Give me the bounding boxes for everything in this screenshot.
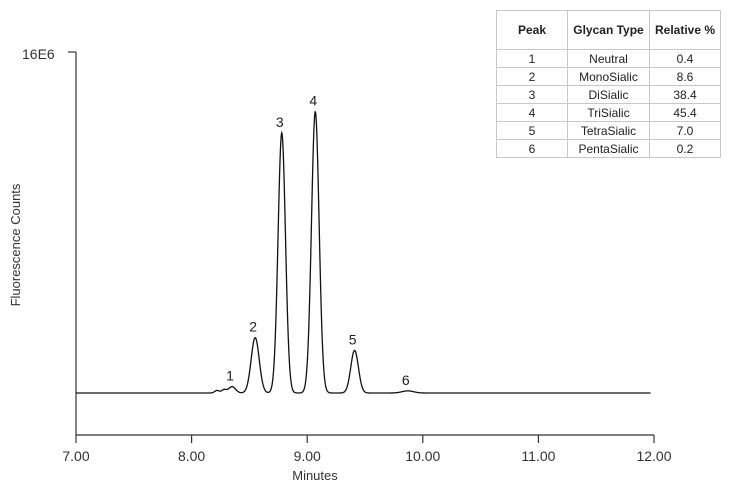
y-axis-title: Fluorescence Counts [8, 183, 23, 306]
cell-relative: 38.4 [649, 85, 721, 104]
x-tick-label: 11.00 [521, 448, 555, 464]
peak-label: 1 [226, 368, 234, 384]
x-tick-label: 9.00 [294, 448, 321, 464]
cell-glycan-type: Neutral [567, 49, 650, 68]
cell-peak: 3 [496, 85, 568, 104]
axes [68, 51, 654, 436]
cell-relative: 0.4 [649, 49, 721, 68]
peak-label: 5 [349, 331, 357, 347]
peak-label: 3 [276, 114, 284, 130]
x-ticks: 7.00 8.00 9.00 10.00 11.00 12.00 [62, 435, 672, 464]
table-row: 2 MonoSialic 8.6 [496, 67, 721, 86]
cell-glycan-type: TetraSialic [567, 121, 650, 140]
cell-glycan-type: TriSialic [567, 103, 650, 122]
cell-peak: 2 [496, 67, 568, 86]
peak-label: 2 [249, 319, 257, 335]
table-row: 4 TriSialic 45.4 [496, 103, 721, 122]
peak-label: 6 [402, 372, 410, 388]
x-tick-label: 10.00 [405, 448, 440, 464]
table-header-row: Peak Glycan Type Relative % [496, 10, 721, 50]
peak-label: 4 [309, 93, 317, 109]
header-glycan-type: Glycan Type [567, 10, 650, 50]
y-tick-label: 16E6 [22, 46, 55, 62]
peak-table: Peak Glycan Type Relative % 1 Neutral 0.4 … [496, 10, 721, 158]
table-row: 3 DiSialic 38.4 [496, 85, 721, 104]
cell-relative: 8.6 [649, 67, 721, 86]
series-line [76, 110, 651, 394]
x-tick-label: 8.00 [178, 448, 205, 464]
x-tick-label: 7.00 [62, 448, 89, 464]
cell-peak: 6 [496, 139, 568, 158]
header-relative: Relative % [649, 10, 721, 50]
cell-peak: 5 [496, 121, 568, 140]
cell-peak: 4 [496, 103, 568, 122]
header-peak: Peak [496, 10, 568, 50]
cell-glycan-type: PentaSialic [567, 139, 650, 158]
cell-glycan-type: MonoSialic [567, 67, 650, 86]
table-row: 5 TetraSialic 7.0 [496, 121, 721, 140]
x-tick-label: 12.00 [636, 448, 671, 464]
cell-relative: 0.2 [649, 139, 721, 158]
cell-peak: 1 [496, 49, 568, 68]
table-row: 1 Neutral 0.4 [496, 49, 721, 68]
x-axis-title: Minutes [292, 468, 338, 483]
cell-relative: 7.0 [649, 121, 721, 140]
cell-glycan-type: DiSialic [567, 85, 650, 104]
peak-labels: 1 2 3 4 5 6 [226, 93, 410, 388]
table-row: 6 PentaSialic 0.2 [496, 139, 721, 158]
cell-relative: 45.4 [649, 103, 721, 122]
